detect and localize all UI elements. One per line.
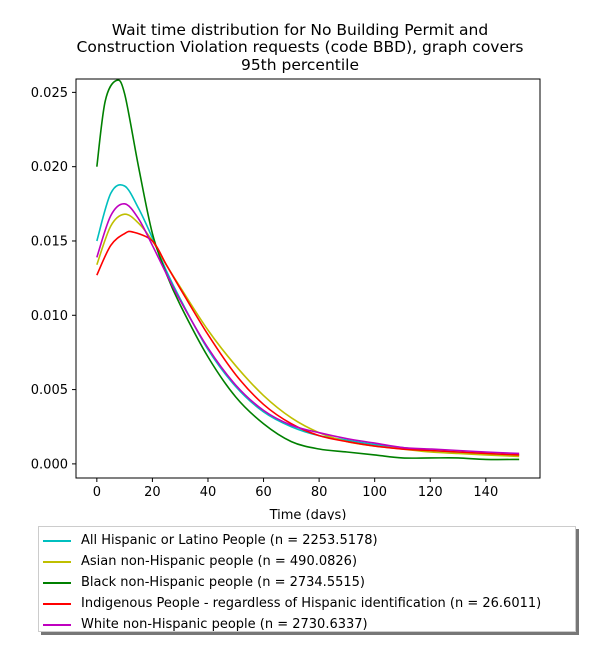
legend-label: Asian non-Hispanic people (n = 490.0826): [81, 554, 358, 569]
series-line: [96, 213, 520, 458]
legend-item: All Hispanic or Latino People (n = 2253.…: [39, 530, 575, 551]
legend-swatch: [43, 581, 71, 584]
series-line: [96, 79, 520, 461]
legend-swatch: [43, 602, 71, 605]
legend-item: White non-Hispanic people (n = 2730.6337…: [39, 614, 575, 635]
legend-item: Black non-Hispanic people (n = 2734.5515…: [39, 572, 575, 593]
legend-swatch: [43, 539, 71, 542]
x-tick-label: 20: [144, 485, 161, 500]
legend: All Hispanic or Latino People (n = 2253.…: [38, 526, 576, 632]
y-tick-label: 0.000: [31, 457, 68, 472]
y-tick-label: 0.015: [31, 234, 68, 249]
x-tick-label: 80: [311, 485, 328, 500]
chart-title-line-1: Wait time distribution for No Building P…: [111, 21, 489, 39]
series-layer: [96, 79, 520, 461]
y-tick-label: 0.025: [31, 86, 68, 101]
x-tick-label: 60: [255, 485, 272, 500]
legend-item: Asian non-Hispanic people (n = 490.0826): [39, 551, 575, 572]
legend-swatch: [43, 560, 71, 563]
y-axis: 0.000 0.005 0.010 0.015 0.020 0.025: [31, 86, 76, 472]
x-tick-label: 100: [362, 485, 387, 500]
plot-frame: [75, 78, 541, 479]
legend-label: Indigenous People - regardless of Hispan…: [81, 596, 542, 611]
x-axis-label: Time (days): [269, 508, 347, 520]
x-tick-label: 120: [418, 485, 443, 500]
chart-plot: 0 20 40 60 80 100 120 140 0.0000.0050.0100.0150…: [31, 78, 541, 520]
y-tick-label: 0.020: [31, 160, 68, 175]
series-line: [96, 230, 520, 456]
y-tick-label: 0.010: [31, 309, 68, 324]
legend-label: White non-Hispanic people (n = 2730.6337…: [81, 617, 368, 632]
x-tick-label: 0: [93, 485, 101, 500]
series-line: [96, 203, 520, 455]
chart-title-line-3: 95th percentile: [240, 56, 360, 74]
x-tick-label: 140: [473, 485, 498, 500]
x-axis: 0 20 40 60 80 100 120 140: [93, 478, 498, 500]
series-line: [96, 184, 520, 456]
x-tick-label: 40: [200, 485, 217, 500]
y-tick-label: 0.005: [31, 383, 68, 398]
legend-label: Black non-Hispanic people (n = 2734.5515…: [81, 575, 365, 590]
legend-swatch: [43, 623, 71, 626]
legend-item: Indigenous People - regardless of Hispan…: [39, 593, 575, 614]
legend-label: All Hispanic or Latino People (n = 2253.…: [81, 533, 378, 548]
chart-title-line-2: Construction Violation requests (code BB…: [76, 38, 524, 56]
